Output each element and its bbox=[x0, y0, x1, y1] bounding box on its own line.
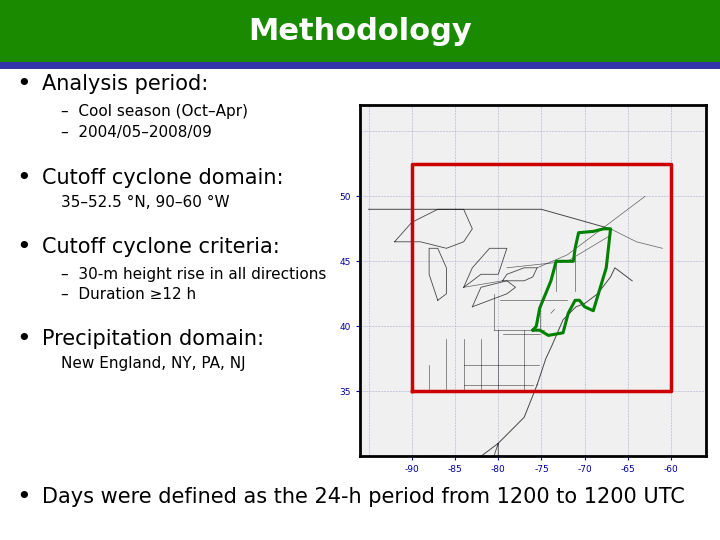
Text: •: • bbox=[16, 166, 30, 190]
Text: –  2004/05–2008/09: – 2004/05–2008/09 bbox=[61, 125, 212, 140]
Text: 35–52.5 °N, 90–60 °W: 35–52.5 °N, 90–60 °W bbox=[61, 195, 230, 210]
Text: Days were defined as the 24-h period from 1200 to 1200 UTC: Days were defined as the 24-h period fro… bbox=[42, 487, 685, 507]
Text: –  30-m height rise in all directions: – 30-m height rise in all directions bbox=[61, 267, 327, 282]
Text: •: • bbox=[16, 72, 30, 96]
Text: •: • bbox=[16, 485, 30, 509]
Bar bbox=[0, 0, 720, 62]
Text: New England, NY, PA, NJ: New England, NY, PA, NJ bbox=[61, 356, 246, 371]
Text: –  Cool season (Oct–Apr): – Cool season (Oct–Apr) bbox=[61, 104, 248, 119]
Bar bbox=[0, 62, 720, 69]
Text: –  Duration ≥12 h: – Duration ≥12 h bbox=[61, 287, 197, 302]
Text: Cutoff cyclone criteria:: Cutoff cyclone criteria: bbox=[42, 237, 279, 257]
Text: Cutoff cyclone domain:: Cutoff cyclone domain: bbox=[42, 168, 283, 188]
Text: Analysis period:: Analysis period: bbox=[42, 73, 208, 94]
Text: Methodology: Methodology bbox=[248, 17, 472, 45]
Text: •: • bbox=[16, 327, 30, 351]
Text: •: • bbox=[16, 235, 30, 259]
Text: Precipitation domain:: Precipitation domain: bbox=[42, 329, 264, 349]
